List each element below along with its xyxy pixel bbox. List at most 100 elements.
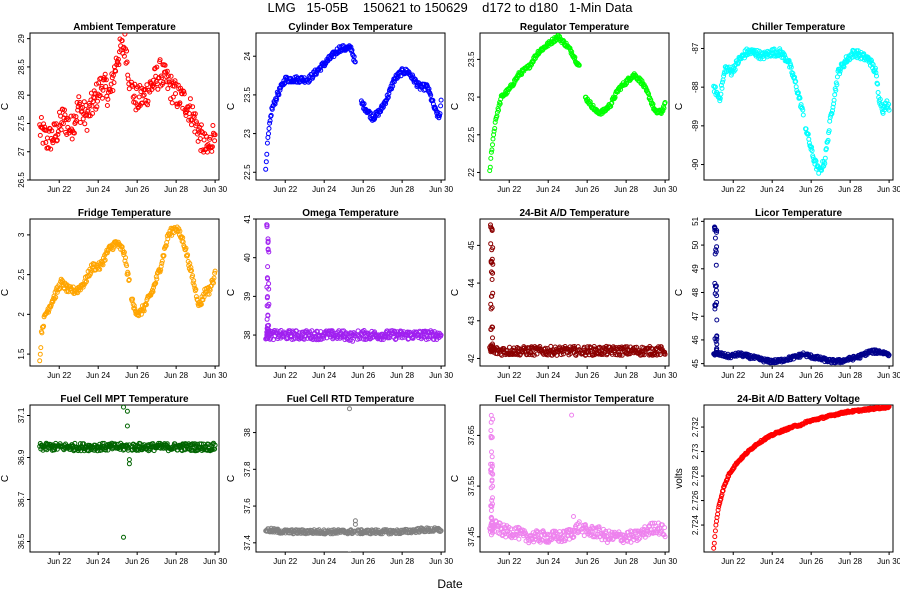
data-point [488, 503, 494, 509]
data-point [121, 249, 127, 255]
data-point [433, 106, 439, 112]
data-point [614, 352, 620, 358]
x-tick-label: Jun 30 [653, 557, 678, 566]
data-point [159, 258, 165, 264]
data-point [491, 128, 497, 134]
data-point [497, 101, 503, 107]
x-tick-label: Jun 30 [653, 371, 678, 380]
data-point [827, 118, 833, 124]
data-point [488, 428, 494, 433]
data-point [488, 293, 494, 299]
y-axis-label: C [0, 103, 11, 110]
data-point [204, 149, 210, 155]
data-point [488, 155, 494, 161]
data-point [313, 71, 319, 77]
data-point [576, 62, 582, 68]
data-point [504, 348, 510, 354]
data-point [85, 107, 91, 113]
data-point [140, 93, 146, 99]
data-point [111, 80, 117, 86]
data-points [263, 406, 444, 552]
x-tick-label: Jun 28 [614, 371, 639, 380]
data-point [800, 112, 806, 118]
data-point [488, 514, 494, 520]
data-point [628, 539, 634, 545]
outlier-point [569, 412, 575, 418]
data-points [711, 224, 892, 366]
data-point [489, 461, 495, 467]
outlier-point [126, 461, 132, 467]
data-point [489, 228, 495, 233]
data-point [489, 478, 495, 484]
data-point [37, 358, 43, 364]
data-point [185, 252, 191, 258]
data-point [131, 303, 137, 309]
data-point [58, 127, 64, 133]
data-point [154, 81, 160, 87]
data-point [194, 121, 200, 127]
data-point [60, 121, 66, 127]
panel-11: Fuel Cell Thermistor Temperature C 37.45 37… [450, 394, 678, 566]
data-point [576, 519, 582, 525]
data-point [103, 447, 109, 453]
data-point [793, 78, 799, 84]
data-point [77, 100, 83, 105]
y-tick-label: 45 [467, 240, 476, 249]
y-tick-label: 2.726 [691, 490, 700, 511]
data-point [576, 347, 582, 353]
data-point [711, 545, 717, 551]
y-tick-label: -88 [691, 81, 700, 93]
data-point [714, 293, 720, 299]
data-point [712, 84, 718, 90]
y-axis-label: C [0, 475, 11, 482]
data-point [265, 236, 271, 242]
data-point [658, 344, 664, 350]
y-tick-label: 24 [243, 51, 252, 60]
data-point [211, 275, 217, 281]
y-tick-label: 37.65 [467, 425, 476, 446]
data-point [361, 101, 367, 107]
panel-6: Omega Temperature C 38 39 40 41 Jun 22 Jun 24 Ju… [226, 208, 454, 380]
data-point [822, 161, 828, 166]
y-tick-label: 36.7 [17, 491, 26, 507]
data-point [569, 49, 575, 55]
data-point [54, 289, 60, 295]
data-points [487, 33, 668, 174]
data-point [104, 93, 110, 99]
x-tick-label: Jun 22 [497, 557, 522, 566]
panel-8: Licor Temperature C 45 46 47 48 49 50 51 Jun 22 Ju… [674, 208, 900, 380]
x-tick-label: Jun 24 [536, 557, 561, 566]
data-point [386, 91, 392, 96]
panel-title: 24-Bit A/D Temperature [519, 208, 629, 219]
y-tick-label: 38 [243, 330, 252, 339]
data-point [192, 111, 198, 117]
x-tick-label: Jun 30 [203, 185, 228, 194]
plot-frame [703, 32, 894, 181]
data-point [160, 80, 166, 86]
data-point [489, 524, 495, 530]
x-tick-label: Jun 28 [164, 185, 189, 194]
figure-title: LMG 15-05B 150621 to 150629 d172 to d180… [267, 0, 633, 15]
data-point [390, 83, 396, 89]
data-point [492, 126, 498, 131]
data-point [821, 163, 827, 169]
data-point [154, 276, 160, 282]
outlier-point [121, 534, 126, 540]
data-point [265, 313, 271, 319]
data-point [95, 98, 100, 104]
data-point [513, 525, 519, 531]
data-point [170, 94, 176, 100]
data-point [119, 38, 125, 44]
plot-frame [29, 32, 220, 181]
y-axis-label: C [0, 289, 11, 296]
data-point [143, 302, 149, 308]
data-point [723, 480, 729, 486]
data-point [431, 337, 437, 342]
outlier-point [124, 408, 130, 414]
data-point [125, 271, 131, 277]
data-point [115, 56, 121, 62]
data-point [46, 128, 52, 134]
x-tick-label: Jun 28 [614, 185, 639, 194]
data-point [38, 115, 44, 120]
